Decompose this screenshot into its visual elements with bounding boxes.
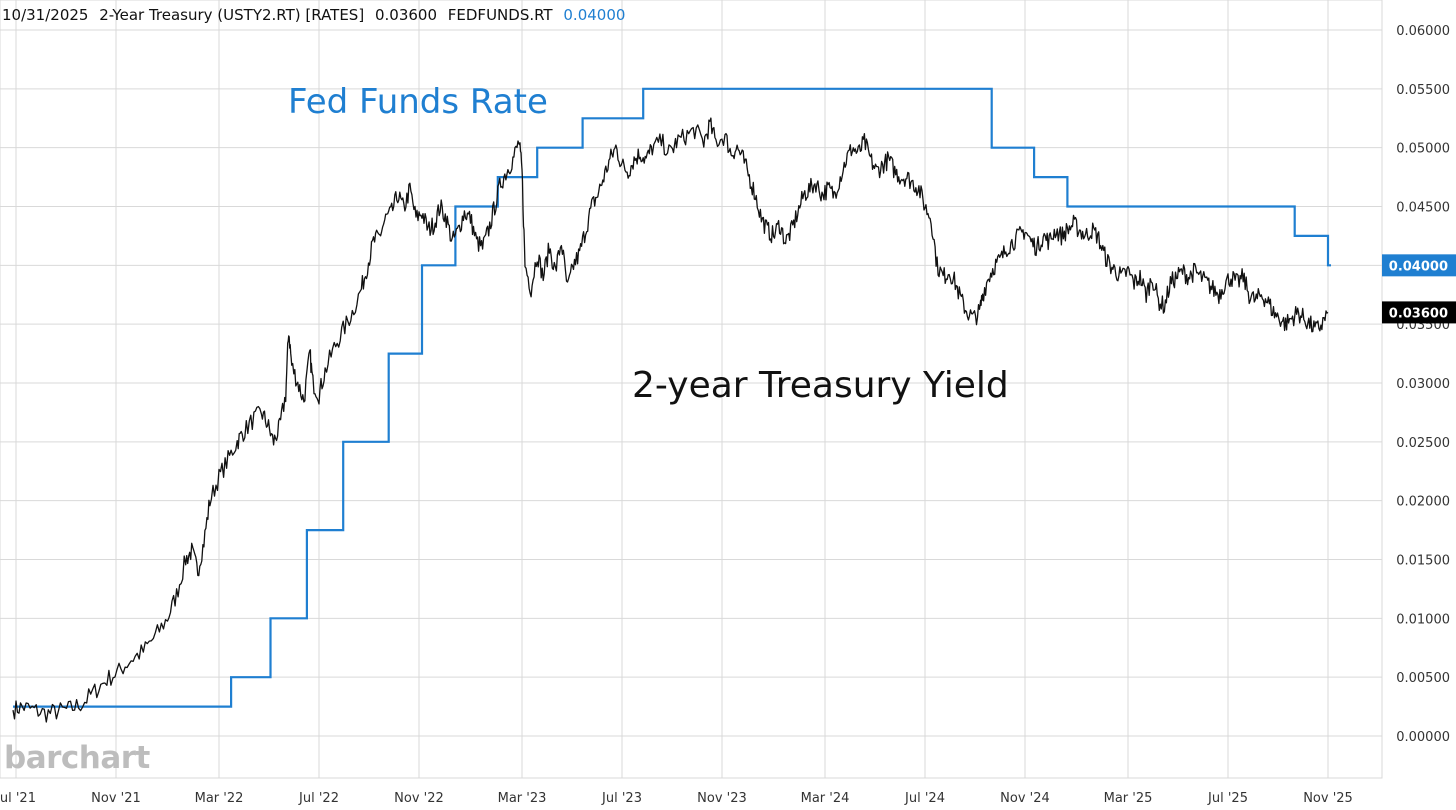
header-symbol-label: 2-Year Treasury (USTY2.RT) [RATES] <box>99 6 364 24</box>
plot-area <box>12 87 1331 723</box>
treasury-annotation: 2-year Treasury Yield <box>632 365 1009 406</box>
last-value-badges: 0.04000 0.03600 <box>1382 254 1456 324</box>
y-axis: 0.00000 0.00500 0.01000 0.01500 0.02000 0.025… <box>1396 24 1450 745</box>
series-line-treasury <box>12 117 1329 723</box>
x-tick-label: Jul '23 <box>601 791 642 806</box>
x-tick-label: Mar '24 <box>801 791 850 806</box>
x-tick-label: Nov '22 <box>394 791 444 806</box>
series-line-fed-funds <box>13 87 1331 708</box>
treasury-last-value-badge-bg <box>1382 301 1456 324</box>
x-tick-label: Mar '22 <box>195 791 244 806</box>
y-tick-label: 0.04500 <box>1396 201 1450 216</box>
x-tick-label: Mar '25 <box>1104 791 1153 806</box>
header-symbol-value: 0.03600 <box>375 6 437 24</box>
header-compare-value: 0.04000 <box>563 6 625 24</box>
x-tick-label: Jul '22 <box>298 791 339 806</box>
x-tick-label: Nov '25 <box>1303 791 1353 806</box>
header-date: 10/31/2025 <box>2 6 88 24</box>
x-tick-label: Nov '21 <box>91 791 141 806</box>
plot-frame <box>0 0 1383 779</box>
y-tick-label: 0.05000 <box>1396 142 1450 157</box>
fed-funds-annotation: Fed Funds Rate <box>288 82 548 122</box>
y-tick-label: 0.01000 <box>1396 612 1450 627</box>
y-tick-label: 0.01500 <box>1396 554 1450 569</box>
chart-header: 10/31/2025 2-Year Treasury (USTY2.RT) [R… <box>2 6 625 24</box>
y-tick-label: 0.02000 <box>1396 495 1450 510</box>
y-tick-label: 0.05500 <box>1396 83 1450 98</box>
x-tick-label: Nov '23 <box>697 791 747 806</box>
barchart-logo: barchart <box>4 740 151 776</box>
treasury-last-value-badge: 0.03600 <box>1389 306 1448 321</box>
fed-funds-last-value-badge-bg <box>1382 254 1456 277</box>
fed-funds-last-value-badge: 0.04000 <box>1389 259 1448 274</box>
x-tick-label: Mar '23 <box>498 791 547 806</box>
x-tick-label: Jul '21 <box>0 791 36 806</box>
x-tick-label: Jul '25 <box>1207 791 1248 806</box>
x-axis: Jul '21 Nov '21 Mar '22 Jul '22 Nov '22 Mar '… <box>0 791 1353 806</box>
header-compare-label: FEDFUNDS.RT <box>448 6 554 24</box>
y-tick-label: 0.00500 <box>1396 671 1450 686</box>
y-tick-label: 0.02500 <box>1396 436 1450 451</box>
y-tick-label: 0.06000 <box>1396 24 1450 39</box>
y-tick-label: 0.00000 <box>1396 730 1450 745</box>
x-tick-label: Nov '24 <box>1000 791 1050 806</box>
grid <box>0 0 1383 779</box>
y-tick-label: 0.03000 <box>1396 377 1450 392</box>
x-tick-label: Jul '24 <box>904 791 945 806</box>
